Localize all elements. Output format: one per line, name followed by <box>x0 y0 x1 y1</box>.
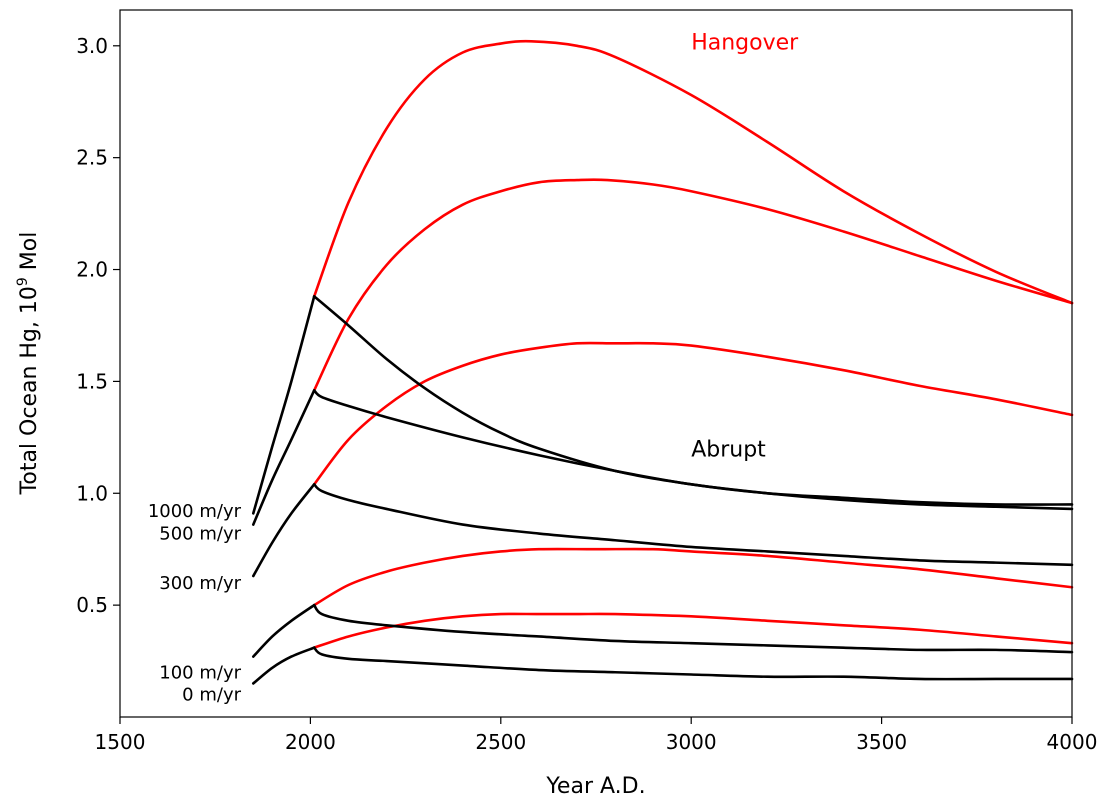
plot-frame <box>119 9 1073 718</box>
axis-ticks: 1500 2000 2500 3000 3500 4000 0.5 1.0 1.5 2.0 2.5 3… <box>76 34 1097 754</box>
hangover-line-500-m-yr <box>312 178 1074 392</box>
annotation-abrupt: Abrupt <box>691 438 766 463</box>
annotations: Hangover Abrupt <box>691 30 799 462</box>
y-axis-label-exponent: 9 <box>15 277 31 286</box>
abrupt-line-500-m-yr <box>312 389 1074 511</box>
hangover-line-1000-m-yr <box>312 39 1074 305</box>
series-label-100-m-yr: 100 m/yr <box>159 662 241 683</box>
rise-line-500-m-yr <box>251 389 316 526</box>
x-tick-label-2500: 2500 <box>475 730 526 754</box>
abrupt-line-0-m-yr <box>312 646 1074 681</box>
abrupt-line-300-m-yr <box>312 483 1074 567</box>
series-label-0-m-yr: 0 m/yr <box>182 685 241 706</box>
y-axis-label: Total Ocean Hg, 109 Mol <box>15 232 42 496</box>
y-tick-label-2: 2.0 <box>76 258 108 282</box>
hangover-line-300-m-yr <box>312 341 1074 486</box>
abrupt-line-1000-m-yr <box>312 295 1074 506</box>
y-tick-label-2-5: 2.5 <box>76 146 108 170</box>
x-tick-label-4000: 4000 <box>1047 730 1098 754</box>
y-tick-label-0-5: 0.5 <box>76 593 108 617</box>
series-label-1000-m-yr: 1000 m/yr <box>148 501 242 522</box>
y-axis-label-unit: Mol <box>17 232 42 278</box>
x-tick-label-1500: 1500 <box>95 730 146 754</box>
hangover-line-0-m-yr <box>312 612 1074 649</box>
x-tick-label-3000: 3000 <box>666 730 717 754</box>
x-tick-label-2000: 2000 <box>285 730 336 754</box>
y-tick-label-3: 3.0 <box>76 34 108 58</box>
rise-line-300-m-yr <box>251 483 316 578</box>
y-axis-label-main: Total Ocean Hg, 10 <box>17 286 42 495</box>
y-tick-label-1-5: 1.5 <box>76 369 108 393</box>
rise-line-0-m-yr <box>251 646 316 685</box>
series-label-500-m-yr: 500 m/yr <box>159 524 241 545</box>
series-lines <box>251 39 1074 685</box>
y-tick-label-1: 1.0 <box>76 481 108 505</box>
abrupt-line-100-m-yr <box>312 603 1074 654</box>
hangover-line-100-m-yr <box>312 547 1074 607</box>
series-label-300-m-yr: 300 m/yr <box>159 573 241 594</box>
rise-line-1000-m-yr <box>251 295 316 515</box>
annotation-hangover: Hangover <box>691 30 799 55</box>
rise-line-100-m-yr <box>251 603 316 658</box>
x-tick-label-3500: 3500 <box>856 730 907 754</box>
x-axis-label: Year A.D. <box>545 774 645 799</box>
